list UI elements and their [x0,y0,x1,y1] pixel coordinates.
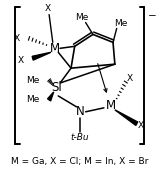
Text: Me: Me [27,95,40,104]
Text: X: X [45,4,51,13]
Text: M = Ga, X = Cl; M = In, X = Br: M = Ga, X = Cl; M = In, X = Br [11,157,149,166]
Text: M: M [50,42,60,55]
Polygon shape [32,52,51,60]
Text: X: X [14,34,20,43]
Text: Me: Me [75,13,89,22]
Text: Me: Me [115,19,128,28]
Text: X: X [126,74,133,83]
Text: M: M [106,99,116,112]
Text: t-Bu: t-Bu [71,133,90,142]
Text: N: N [76,105,85,118]
Text: X: X [17,56,24,65]
Text: Me: Me [27,76,40,85]
Polygon shape [115,110,138,125]
Polygon shape [47,92,54,101]
Text: Si: Si [51,82,62,95]
Text: X: X [137,121,143,130]
Text: −: − [148,11,156,21]
